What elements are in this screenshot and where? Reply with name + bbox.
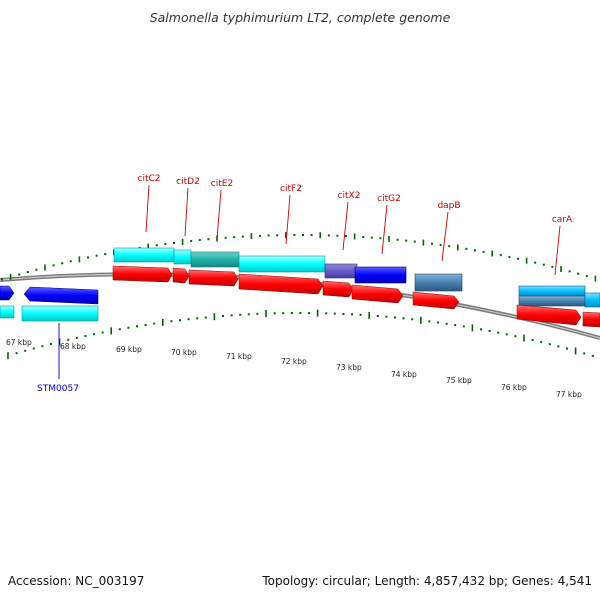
gene-segment [324,263,358,279]
kbp-label: 77 kbp [556,390,582,399]
gene-arrow [238,273,324,295]
kbp-label: 74 kbp [391,370,417,379]
gene-arrow [112,265,173,283]
leader-line [285,194,291,245]
leader-line [184,187,189,237]
gene-arrow [322,280,354,298]
gene-arrow [351,284,404,304]
gene-arrow [582,311,600,328]
gene-segment [113,247,175,263]
accession-label: Accession: NC_003197 [8,574,145,588]
gene-label: dapB [437,201,460,211]
gene-arrow [23,286,99,305]
gene-label: citG2 [377,194,401,204]
map-title: Salmonella typhimurium LT2, complete gen… [149,10,451,25]
kbp-labels: 67 kbp 68 kbp 69 kbp 70 kbp 71 kbp 72 kbp 73 k… [6,338,582,399]
gene-arrow [172,267,190,284]
leader-line [216,189,222,240]
gene-label: citE2 [211,179,233,189]
gene-arrow [0,285,15,301]
outer-tick-row [1,232,597,282]
kbp-label: 67 kbp [6,338,32,347]
gene-segment [518,295,586,307]
leader-line [381,204,388,255]
forward-gene-arrows [112,265,600,328]
gene-arrow [188,269,239,287]
gene-label: STM0057 [37,384,79,394]
kbp-label: 75 kbp [446,376,472,385]
gene-label: citX2 [338,191,361,201]
gene-arrow [516,304,582,326]
kbp-label: 72 kbp [281,357,307,366]
kbp-label: 76 kbp [501,383,527,392]
kbp-label: 70 kbp [171,348,197,357]
leader-line [342,201,349,251]
gene-segment [173,249,192,265]
gene-label: carA [552,215,573,225]
gene-segment [238,255,326,273]
forward-features [113,247,600,308]
leader-line [145,184,150,233]
kbp-label: 71 kbp [226,352,252,361]
gene-labels: citC2 citD2 citE2 citF2 citX2 citG2 dapB carA ST… [37,174,573,394]
reverse-features [0,285,99,322]
kbp-label: 73 kbp [336,363,362,372]
gene-segment [0,305,15,319]
gene-segment [414,273,463,292]
gene-label: citC2 [138,174,161,184]
gene-segment [518,285,586,297]
gene-arrow [412,291,460,310]
leader-line [554,225,561,276]
kbp-label: 69 kbp [116,345,142,354]
kbp-label: 68 kbp [60,342,86,351]
gene-segment [21,305,99,322]
gene-label: citF2 [280,184,302,194]
inner-tick-row [7,309,594,360]
gene-segment [584,292,600,308]
gene-label: citD2 [176,177,200,187]
topology-label: Topology: circular; Length: 4,857,432 bp… [262,574,592,588]
gene-label-leaders [58,184,561,379]
leader-line [441,211,449,262]
gene-segment [354,266,407,284]
gene-segment [190,251,240,268]
